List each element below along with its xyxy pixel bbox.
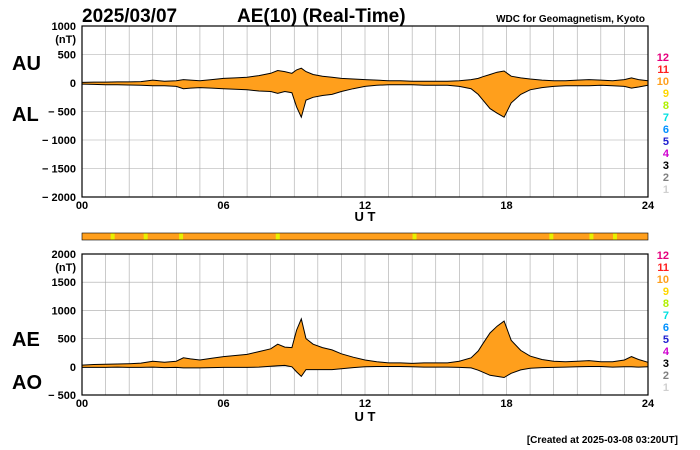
station-bar-marker bbox=[143, 233, 148, 240]
x-axis-label-bottom: U T bbox=[355, 409, 376, 424]
station-legend-label: 9 bbox=[663, 286, 669, 298]
x-axis-label-top: U T bbox=[355, 209, 376, 224]
y-tick-label: − 1000 bbox=[42, 135, 76, 147]
series-label-ae: AE bbox=[12, 329, 40, 351]
station-legend-label: 6 bbox=[663, 124, 669, 136]
series-area-0 bbox=[82, 68, 648, 118]
series-label-ao: AO bbox=[12, 372, 42, 394]
y-tick-label: − 2000 bbox=[42, 192, 76, 204]
y-tick-label: 500 bbox=[58, 50, 76, 62]
y-tick-label: 1000 bbox=[52, 21, 76, 33]
series-line-al bbox=[81, 83, 649, 119]
station-legend-label: 3 bbox=[663, 160, 669, 172]
series-line-ae bbox=[81, 317, 649, 366]
plot-title: AE(10) (Real-Time) bbox=[237, 6, 406, 27]
x-tick-label: 12 bbox=[359, 398, 371, 410]
plot-frame bbox=[81, 25, 649, 198]
station-legend-label: 10 bbox=[657, 76, 669, 88]
series-line-ao bbox=[82, 364, 649, 379]
station-legend-label: 11 bbox=[657, 64, 669, 76]
station-legend-label: 12 bbox=[657, 250, 669, 262]
x-tick-label: 24 bbox=[642, 200, 655, 212]
station-legend-label: 1 bbox=[663, 184, 669, 196]
y-tick-label: − 500 bbox=[48, 107, 76, 119]
station-legend-label: 4 bbox=[663, 148, 670, 160]
unit-label-top: (nT) bbox=[55, 34, 76, 46]
station-legend-label: 9 bbox=[663, 88, 669, 100]
series-label-au: AU bbox=[12, 53, 41, 75]
x-tick-label: 00 bbox=[76, 200, 88, 212]
x-tick-label: 06 bbox=[217, 398, 229, 410]
plot-frame bbox=[81, 253, 649, 396]
station-legend-label: 10 bbox=[657, 274, 669, 286]
created-timestamp: [Created at 2025-03-08 03:20UT] bbox=[527, 435, 678, 446]
station-bar-marker bbox=[412, 233, 417, 240]
station-bar-marker bbox=[110, 233, 115, 240]
station-legend-label: 3 bbox=[663, 358, 669, 370]
y-tick-label: 1500 bbox=[52, 277, 76, 289]
station-legend-label: 4 bbox=[663, 346, 670, 358]
station-legend-label: 8 bbox=[663, 100, 669, 112]
y-tick-label: 2000 bbox=[52, 249, 76, 261]
x-tick-label: 00 bbox=[76, 398, 88, 410]
series-area-1 bbox=[82, 318, 648, 378]
station-bar-marker bbox=[612, 233, 617, 240]
y-tick-label: − 1500 bbox=[42, 164, 76, 176]
station-bar-base bbox=[81, 232, 649, 241]
x-tick-label: 06 bbox=[217, 200, 229, 212]
series-line-au bbox=[81, 67, 649, 83]
y-tick-label: 0 bbox=[70, 362, 76, 374]
station-legend-label: 2 bbox=[663, 172, 669, 184]
station-legend-label: 1 bbox=[663, 382, 669, 394]
y-tick-label: 0 bbox=[70, 78, 76, 90]
station-legend-label: 8 bbox=[663, 298, 669, 310]
y-tick-label: 1000 bbox=[52, 305, 76, 317]
station-bar-marker bbox=[275, 233, 280, 240]
x-tick-label: 12 bbox=[359, 200, 371, 212]
y-tick-label: − 500 bbox=[48, 390, 76, 402]
station-legend-label: 12 bbox=[657, 52, 669, 64]
station-legend-label: 2 bbox=[663, 370, 669, 382]
source-label: WDC for Geomagnetism, Kyoto bbox=[496, 14, 645, 25]
station-count-bar bbox=[81, 232, 649, 241]
station-legend-label: 5 bbox=[663, 136, 669, 148]
x-tick-label: 24 bbox=[642, 398, 655, 410]
series-label-al: AL bbox=[12, 104, 39, 126]
station-legend-label: 7 bbox=[663, 112, 669, 124]
station-bar-marker bbox=[549, 233, 554, 240]
station-legend-label: 7 bbox=[663, 310, 669, 322]
station-bar-marker bbox=[589, 233, 594, 240]
station-bar-marker bbox=[179, 233, 184, 240]
plot-date: 2025/03/07 bbox=[82, 6, 177, 27]
station-legend-label: 11 bbox=[657, 262, 669, 274]
x-tick-label: 18 bbox=[500, 398, 512, 410]
station-legend-label: 5 bbox=[663, 334, 669, 346]
y-tick-label: 500 bbox=[58, 334, 76, 346]
unit-label-bottom: (nT) bbox=[55, 262, 76, 274]
station-legend-label: 6 bbox=[663, 322, 669, 334]
x-tick-label: 18 bbox=[500, 200, 512, 212]
